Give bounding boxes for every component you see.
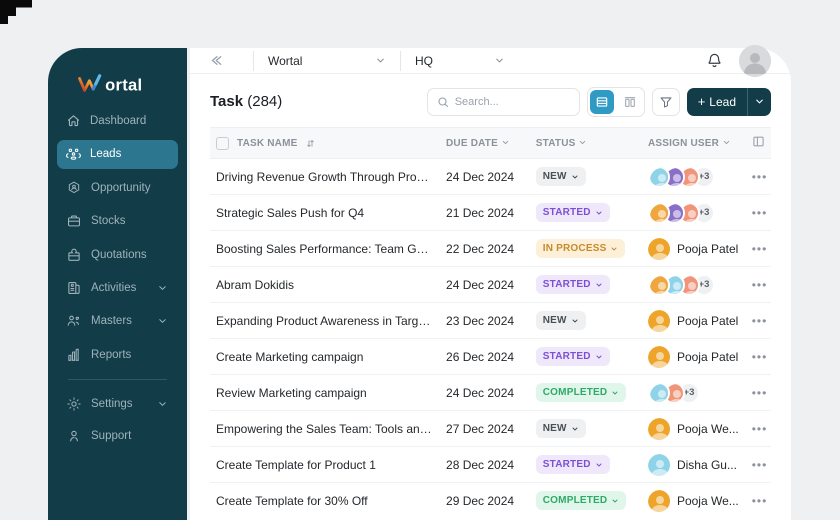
- svg-text:ortal: ortal: [105, 77, 142, 95]
